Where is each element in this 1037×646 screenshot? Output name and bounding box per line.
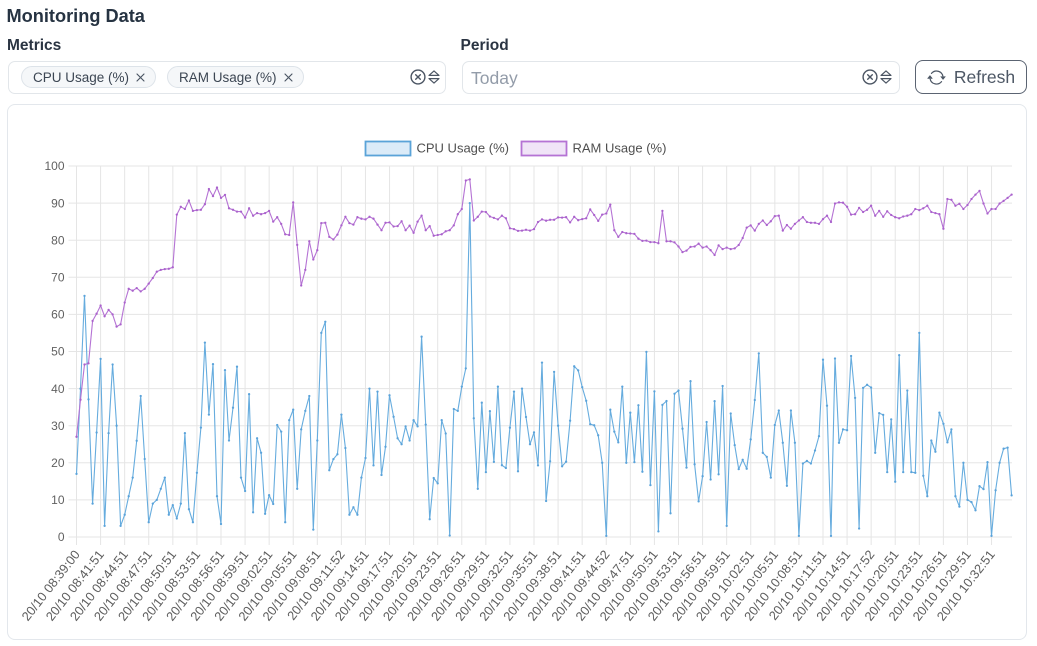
svg-text:30: 30 [51,419,65,433]
svg-text:20: 20 [51,456,65,470]
svg-text:10: 10 [51,493,65,507]
svg-text:0: 0 [58,530,65,544]
svg-text:80: 80 [51,233,65,247]
svg-text:40: 40 [51,382,65,396]
svg-text:70: 70 [51,271,65,285]
svg-text:100: 100 [44,159,64,173]
svg-text:CPU Usage (%): CPU Usage (%) [417,140,509,155]
svg-text:90: 90 [51,196,65,210]
svg-text:60: 60 [51,308,65,322]
svg-text:RAM Usage (%): RAM Usage (%) [573,140,667,155]
svg-text:50: 50 [51,345,65,359]
